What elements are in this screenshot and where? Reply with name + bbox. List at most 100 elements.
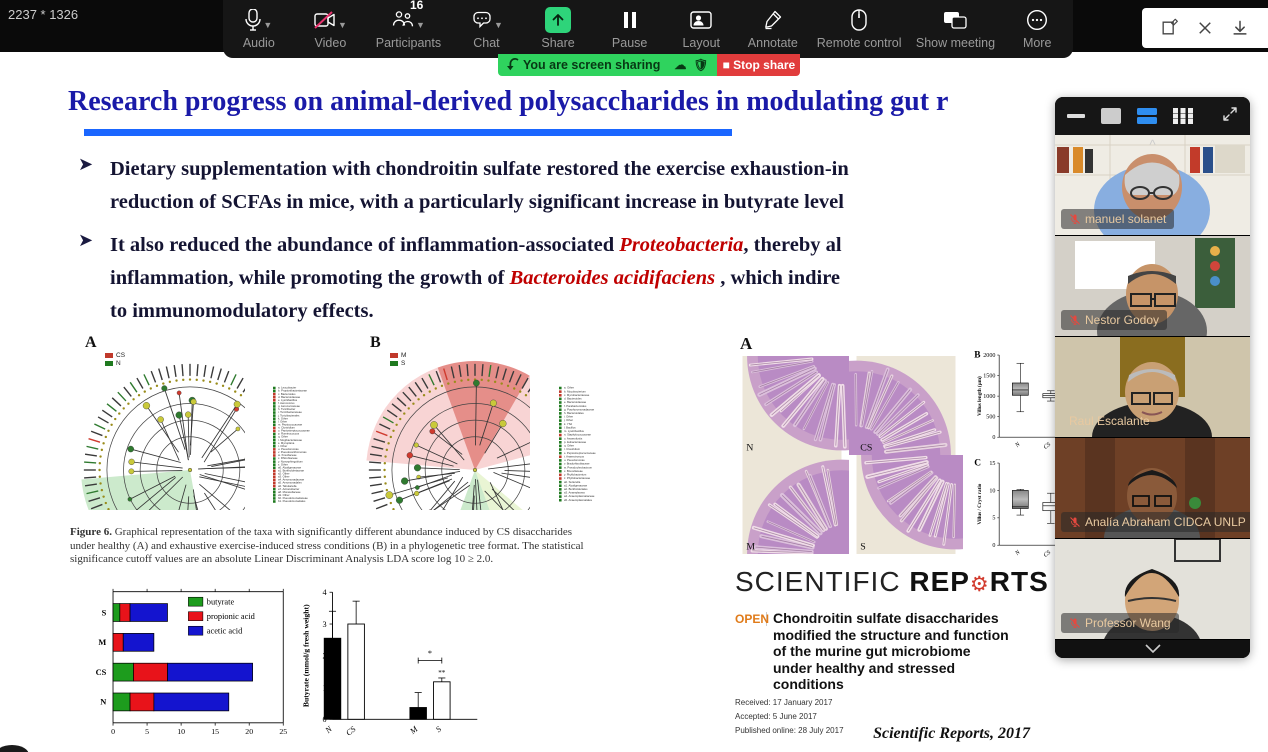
svg-text:n. Staphylococcaceae: n. Staphylococcaceae bbox=[564, 433, 591, 437]
svg-text:z. Phyllobacteriaceae: z. Phyllobacteriaceae bbox=[564, 476, 591, 480]
svg-text:e. Bacteroidaceae: e. Bacteroidaceae bbox=[564, 400, 587, 404]
svg-text:a1. Alcaligenaceae: a1. Alcaligenaceae bbox=[564, 483, 588, 487]
svg-text:a4. Aeromonadaceae: a4. Aeromonadaceae bbox=[278, 478, 305, 482]
svg-text:y. Phyllobacterium: y. Phyllobacterium bbox=[564, 473, 587, 477]
svg-text:n. Clostridium: n. Clostridium bbox=[278, 426, 296, 430]
svg-text:a. Leucobacter: a. Leucobacter bbox=[278, 386, 296, 390]
svg-text:M: M bbox=[408, 724, 421, 737]
svg-text:p. Ruminococcus: p. Ruminococcus bbox=[278, 432, 300, 436]
svg-text:a2. Other: a2. Other bbox=[278, 472, 290, 476]
svg-text:2000: 2000 bbox=[983, 353, 995, 359]
svg-text:b0. Pseudomonadaceae: b0. Pseudomonadaceae bbox=[278, 496, 308, 500]
svg-text:a1. Burkholderiaceae: a1. Burkholderiaceae bbox=[278, 468, 304, 472]
svg-text:m. Lysinibacillus: m. Lysinibacillus bbox=[564, 429, 585, 433]
svg-text:y. Novosphingobium: y. Novosphingobium bbox=[278, 459, 303, 463]
svg-text:acetic acid: acetic acid bbox=[207, 627, 243, 636]
svg-text:B: B bbox=[974, 350, 980, 360]
svg-text:a. Other: a. Other bbox=[564, 386, 574, 390]
svg-text:s. Peptostreptococcaceae: s. Peptostreptococcaceae bbox=[564, 451, 596, 455]
svg-text:k. YS2: k. YS2 bbox=[564, 422, 573, 426]
svg-text:u. Pseudomonas: u. Pseudomonas bbox=[278, 447, 299, 451]
svg-text:b. Mycobacterium: b. Mycobacterium bbox=[564, 389, 586, 393]
svg-text:C: C bbox=[974, 458, 981, 468]
svg-text:propionic acid: propionic acid bbox=[207, 612, 256, 621]
svg-text:t. Anaerotruncus: t. Anaerotruncus bbox=[564, 454, 585, 458]
svg-text:0: 0 bbox=[992, 543, 995, 549]
svg-text:e. Lysinibacillus: e. Lysinibacillus bbox=[278, 398, 298, 402]
svg-text:N: N bbox=[100, 698, 106, 707]
svg-text:1500: 1500 bbox=[983, 373, 995, 379]
svg-text:d. Bacteroides: d. Bacteroides bbox=[564, 397, 582, 401]
svg-text:w. Xnsofiaceae: w. Xnsofiaceae bbox=[278, 453, 297, 457]
svg-text:o. Peptostreptococcaceae: o. Peptostreptococcaceae bbox=[278, 429, 310, 433]
svg-text:f. Aerococcus: f. Aerococcus bbox=[278, 401, 295, 405]
svg-text:CS: CS bbox=[1043, 550, 1052, 559]
svg-text:0: 0 bbox=[992, 435, 995, 441]
svg-text:10: 10 bbox=[177, 727, 185, 736]
svg-text:w. Pseudochrobactrum: w. Pseudochrobactrum bbox=[564, 465, 593, 469]
svg-text:S: S bbox=[102, 608, 107, 617]
svg-text:a7. Acinetobacter: a7. Acinetobacter bbox=[278, 487, 299, 491]
svg-text:5: 5 bbox=[145, 727, 149, 736]
svg-text:f. Parabacteroides: f. Parabacteroides bbox=[564, 404, 587, 408]
svg-text:c. Bacteroides: c. Bacteroides bbox=[278, 392, 296, 396]
svg-text:N: N bbox=[1014, 549, 1022, 557]
svg-text:10: 10 bbox=[989, 488, 995, 494]
svg-text:S: S bbox=[860, 541, 866, 552]
svg-text:g. Porphyromonadaceae: g. Porphyromonadaceae bbox=[564, 407, 595, 411]
svg-text:CS: CS bbox=[344, 725, 357, 738]
svg-text:l. Bacillus: l. Bacillus bbox=[564, 426, 576, 430]
svg-text:h. Bacteroidales: h. Bacteroidales bbox=[564, 411, 584, 415]
svg-text:x. Rhizobiaceae: x. Rhizobiaceae bbox=[278, 456, 298, 460]
svg-text:s. Mycoplana: s. Mycoplana bbox=[278, 441, 295, 445]
svg-text:a2. Burkholderiales: a2. Burkholderiales bbox=[564, 487, 588, 491]
svg-text:N: N bbox=[1014, 441, 1022, 449]
svg-text:0: 0 bbox=[111, 727, 115, 736]
svg-text:g. Aerococcaceae: g. Aerococcaceae bbox=[278, 404, 300, 408]
svg-text:m. Peptococcaceae: m. Peptococcaceae bbox=[278, 422, 303, 426]
svg-text:j. Turicibacterales: j. Turicibacterales bbox=[277, 413, 300, 417]
svg-text:CS: CS bbox=[860, 442, 872, 453]
svg-text:M: M bbox=[98, 638, 106, 647]
svg-text:b1. Pseudomonadales: b1. Pseudomonadales bbox=[278, 499, 306, 503]
svg-text:a4. Anaeroplasmataceae: a4. Anaeroplasmataceae bbox=[564, 494, 595, 498]
svg-text:u. Pseudomonas: u. Pseudomonas bbox=[564, 458, 585, 462]
svg-text:Butyrate (mmol/g fresh weight): Butyrate (mmol/g fresh weight) bbox=[301, 604, 310, 707]
svg-text:CS: CS bbox=[96, 668, 107, 677]
svg-text:q. Other: q. Other bbox=[278, 435, 288, 439]
svg-text:a9. Other: a9. Other bbox=[278, 493, 290, 497]
svg-text:*: * bbox=[428, 649, 432, 658]
svg-text:k. Other: k. Other bbox=[278, 416, 288, 420]
svg-text:p. Eubacteriaceae: p. Eubacteriaceae bbox=[564, 440, 587, 444]
svg-text:Villus / Cryst ratio: Villus / Cryst ratio bbox=[977, 483, 983, 524]
svg-text:5: 5 bbox=[992, 516, 995, 522]
svg-text:butyrate: butyrate bbox=[207, 597, 235, 606]
svg-text:M: M bbox=[746, 541, 755, 552]
svg-text:a0. Sutterella: a0. Sutterella bbox=[564, 480, 581, 484]
svg-text:15: 15 bbox=[989, 461, 995, 467]
svg-text:25: 25 bbox=[279, 727, 287, 736]
svg-text:S: S bbox=[434, 725, 443, 735]
svg-text:Villus length (µm): Villus length (µm) bbox=[976, 376, 983, 416]
svg-text:r. Mogibacteriaceae: r. Mogibacteriaceae bbox=[278, 438, 302, 442]
svg-text:**: ** bbox=[438, 669, 446, 677]
svg-text:v. Pseudoxanthomonas: v. Pseudoxanthomonas bbox=[278, 450, 307, 454]
svg-text:20: 20 bbox=[245, 727, 253, 736]
svg-text:4: 4 bbox=[322, 588, 326, 597]
svg-text:d. Bacteroidaceae: d. Bacteroidaceae bbox=[278, 395, 301, 399]
svg-text:x. Brucellaceae: x. Brucellaceae bbox=[564, 469, 583, 473]
svg-text:3: 3 bbox=[322, 620, 326, 629]
svg-text:i. Other: i. Other bbox=[564, 415, 573, 419]
svg-text:a6. Tabulariella: a6. Tabulariella bbox=[278, 484, 297, 488]
svg-text:l. Other: l. Other bbox=[278, 419, 287, 423]
svg-text:h. Turicibacter: h. Turicibacter bbox=[278, 407, 295, 411]
svg-text:CS: CS bbox=[1043, 442, 1052, 451]
svg-text:c. Mycobacteriaceae: c. Mycobacteriaceae bbox=[564, 393, 590, 397]
svg-text:a5. Anaeroplasmatales: a5. Anaeroplasmatales bbox=[564, 498, 593, 502]
svg-text:b. Propionibacteriaceae: b. Propionibacteriaceae bbox=[278, 389, 307, 393]
svg-text:a5. Aeromonadales: a5. Aeromonadales bbox=[278, 481, 302, 485]
svg-text:a8. Moraxellaceae: a8. Moraxellaceae bbox=[278, 490, 301, 494]
svg-text:o. Anaerofustis: o. Anaerofustis bbox=[564, 436, 583, 440]
svg-text:a3. Other: a3. Other bbox=[278, 475, 290, 479]
svg-text:z. Other: z. Other bbox=[278, 462, 288, 466]
